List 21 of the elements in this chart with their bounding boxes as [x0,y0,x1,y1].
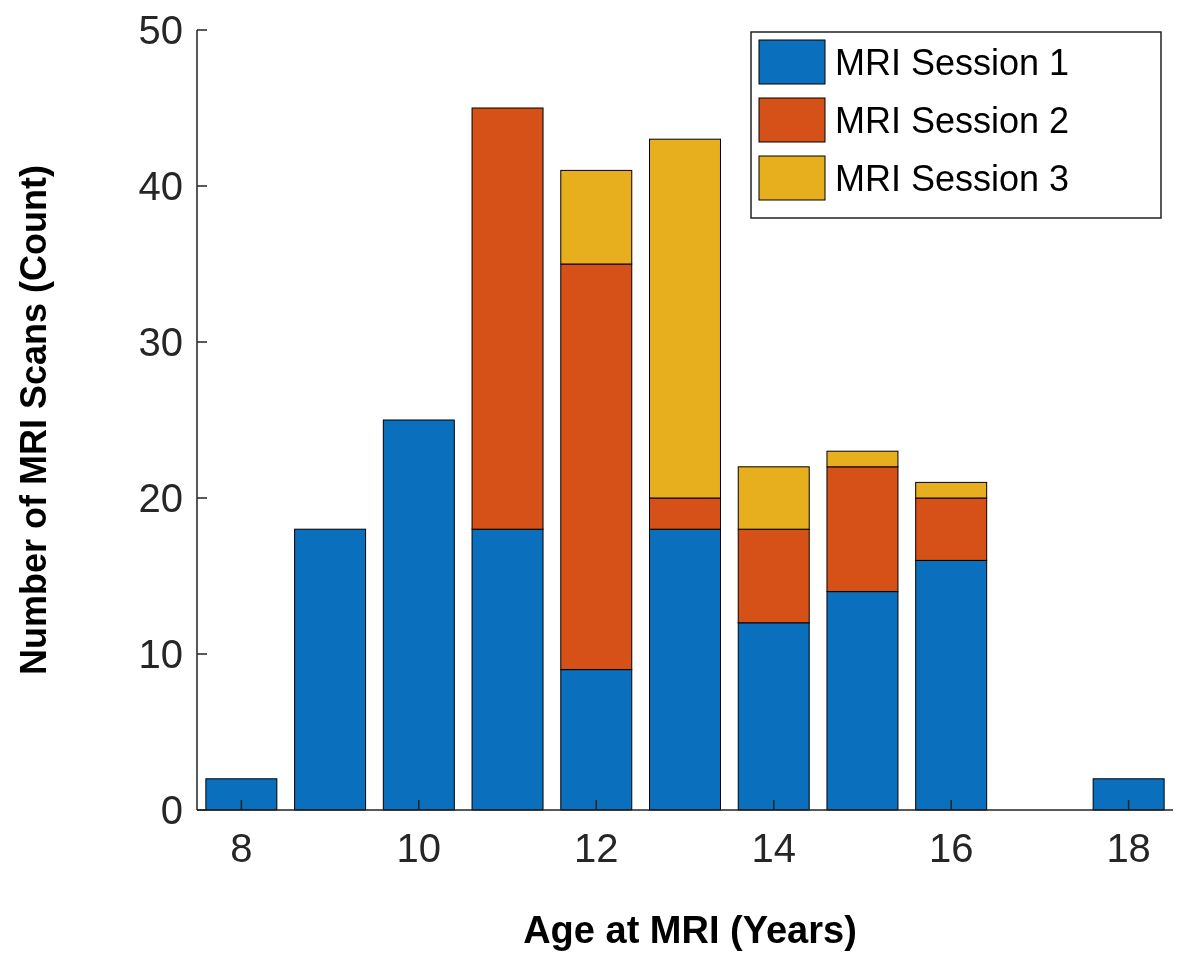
x-tick-label: 18 [1106,826,1151,870]
bar [205,778,278,811]
legend-label: MRI Session 2 [835,99,1070,141]
x-tick-label: 12 [574,826,619,870]
x-tick-label: 14 [751,826,796,870]
bar [294,528,367,811]
y-tick-label: 30 [138,320,183,364]
x-tick-label: 10 [396,826,442,870]
bar [382,419,455,811]
x-tick-label: 8 [230,826,253,870]
y-tick-label: 10 [138,632,183,676]
legend-label: MRI Session 3 [835,157,1070,199]
y-tick-label: 0 [160,788,183,832]
bar [1092,778,1165,811]
y-axis-title: Number of MRI Scans (Count) [13,165,54,675]
y-tick-label: 50 [138,8,183,52]
y-tick-label: 40 [138,164,183,208]
legend-label: MRI Session 1 [835,41,1070,83]
x-tick-label: 16 [928,826,974,870]
y-tick-label: 20 [138,476,183,520]
x-axis-title: Age at MRI (Years) [523,909,857,951]
